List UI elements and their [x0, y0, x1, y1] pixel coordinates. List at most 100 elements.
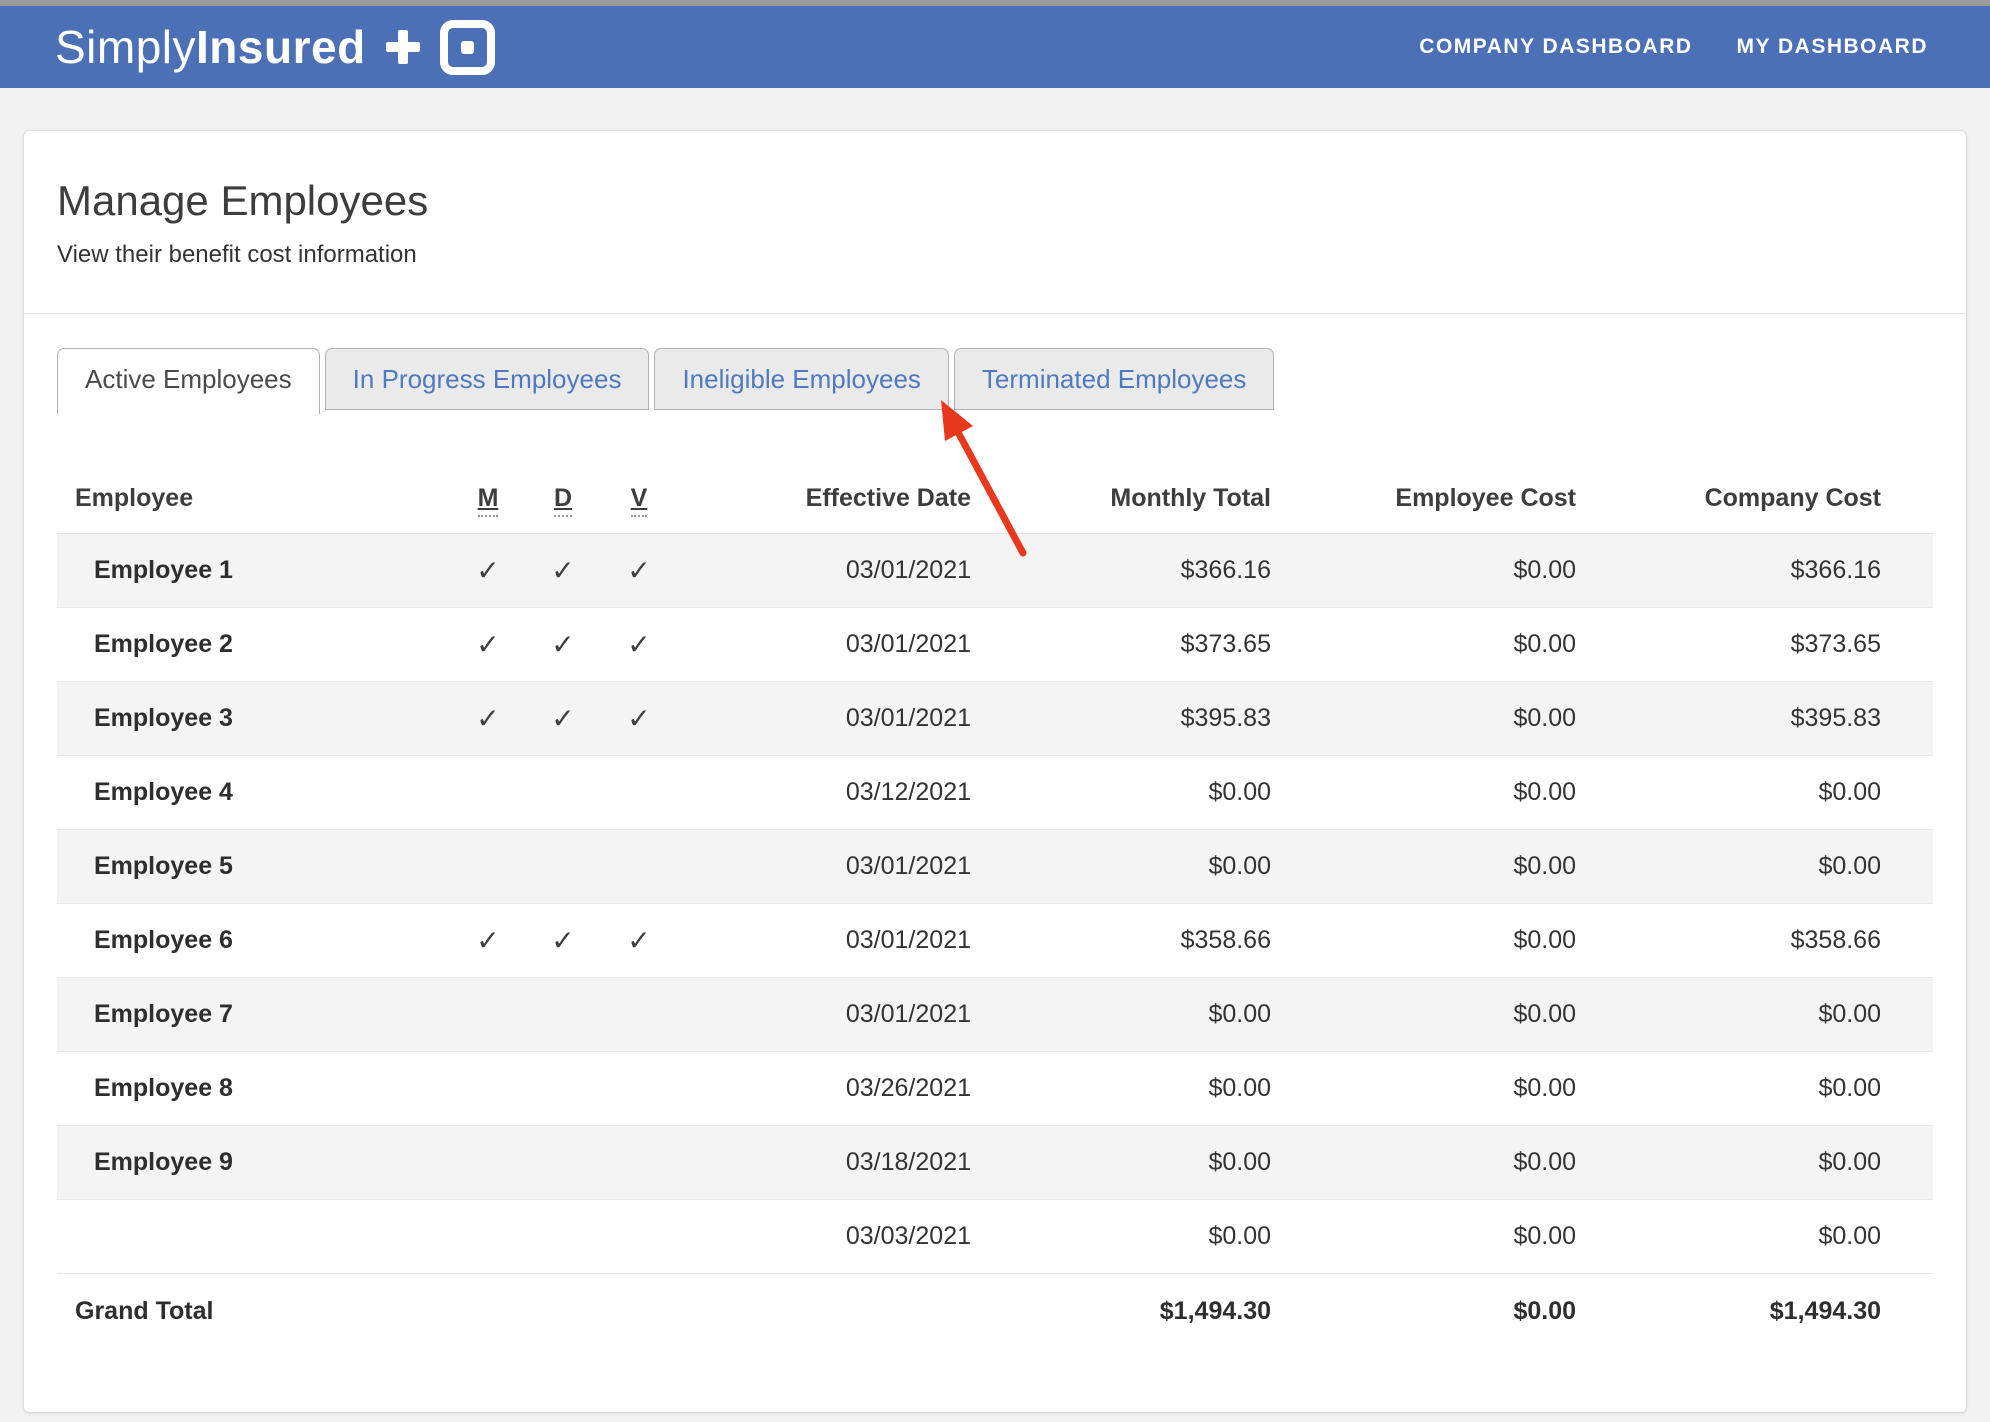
cell-employee-cost: $0.00	[1513, 1148, 1576, 1177]
cell-monthly-total: $0.00	[1208, 778, 1271, 807]
square-logo-inner-dot	[461, 41, 474, 54]
table-row: Employee 1 ✓ ✓ ✓ 03/01/2021 $366.16 $0.0…	[57, 534, 1933, 608]
table-row: Employee 6 ✓ ✓ ✓ 03/01/2021 $358.66 $0.0…	[57, 904, 1933, 978]
cell-employee-name: Employee 2	[57, 630, 452, 659]
cell-company-cost: $0.00	[1818, 778, 1933, 807]
dental-abbr[interactable]: D	[554, 484, 572, 517]
table-row: Employee 7 03/01/2021 $0.00 $0.00 $0.00	[57, 978, 1933, 1052]
grand-total-monthly: $1,494.30	[1160, 1297, 1271, 1326]
cell-company-cost: $0.00	[1818, 852, 1933, 881]
logo-text-simply: Simply	[55, 21, 196, 73]
cell-employee-name: Employee 7	[57, 1000, 452, 1029]
cell-employee-cost: $0.00	[1513, 630, 1576, 659]
card-footer-padding	[24, 1348, 1966, 1412]
medical-abbr[interactable]: M	[478, 484, 499, 517]
tab-in-progress-employees[interactable]: In Progress Employees	[325, 348, 650, 410]
col-header-company-cost: Company Cost	[1705, 484, 1933, 513]
cell-company-cost: $358.66	[1791, 926, 1933, 955]
simplyinsured-logo[interactable]: SimplyInsured	[55, 20, 366, 74]
cell-company-cost: $395.83	[1791, 704, 1933, 733]
table-row: 03/03/2021 $0.00 $0.00 $0.00	[57, 1200, 1933, 1274]
nav-company-dashboard[interactable]: COMPANY DASHBOARD	[1419, 35, 1692, 59]
col-header-dental: D	[554, 484, 572, 513]
tab-terminated-employees[interactable]: Terminated Employees	[954, 348, 1274, 410]
cell-company-cost: $0.00	[1818, 1074, 1933, 1103]
table-rows: Employee 1 ✓ ✓ ✓ 03/01/2021 $366.16 $0.0…	[57, 534, 1933, 1274]
col-header-employee: Employee	[57, 484, 452, 513]
vision-abbr[interactable]: V	[631, 484, 648, 517]
cell-monthly-total: $373.65	[1181, 630, 1271, 659]
grand-total-row: Grand Total $1,494.30 $0.00 $1,494.30	[57, 1274, 1933, 1348]
cell-employee-name: Employee 8	[57, 1074, 452, 1103]
col-header-effective-date: Effective Date	[806, 484, 971, 513]
vision-check-icon: ✓	[627, 924, 650, 957]
vision-check-icon: ✓	[627, 702, 650, 735]
grand-total-company-cost: $1,494.30	[1770, 1297, 1933, 1326]
cell-effective-date: 03/12/2021	[846, 778, 971, 807]
manage-employees-card: Manage Employees View their benefit cost…	[23, 130, 1967, 1413]
table-row: Employee 3 ✓ ✓ ✓ 03/01/2021 $395.83 $0.0…	[57, 682, 1933, 756]
cell-employee-cost: $0.00	[1513, 778, 1576, 807]
cell-employee-cost: $0.00	[1513, 926, 1576, 955]
col-header-medical: M	[478, 484, 499, 513]
cell-company-cost: $0.00	[1818, 1148, 1933, 1177]
cell-employee-cost: $0.00	[1513, 852, 1576, 881]
card-header: Manage Employees View their benefit cost…	[24, 131, 1966, 313]
nav-my-dashboard[interactable]: MY DASHBOARD	[1737, 35, 1928, 59]
cell-employee-name: Employee 3	[57, 704, 452, 733]
dental-check-icon: ✓	[551, 702, 574, 735]
plus-icon	[386, 30, 420, 64]
cell-employee-name: Employee 5	[57, 852, 452, 881]
medical-check-icon: ✓	[476, 628, 499, 661]
cell-company-cost: $366.16	[1791, 556, 1933, 585]
tab-ineligible-employees[interactable]: Ineligible Employees	[654, 348, 948, 410]
grand-total-employee-cost: $0.00	[1513, 1297, 1576, 1326]
cell-employee-name: Employee 6	[57, 926, 452, 955]
cell-monthly-total: $0.00	[1208, 1222, 1271, 1251]
cell-effective-date: 03/26/2021	[846, 1074, 971, 1103]
medical-check-icon: ✓	[476, 924, 499, 957]
medical-check-icon: ✓	[476, 702, 499, 735]
employees-table: Employee M D V Effective Date Monthly To…	[57, 414, 1933, 1348]
col-header-monthly-total: Monthly Total	[1110, 484, 1271, 513]
dental-check-icon: ✓	[551, 628, 574, 661]
cell-company-cost: $0.00	[1818, 1000, 1933, 1029]
table-row: Employee 2 ✓ ✓ ✓ 03/01/2021 $373.65 $0.0…	[57, 608, 1933, 682]
logo-text-insured: Insured	[196, 21, 366, 73]
cell-employee-cost: $0.00	[1513, 704, 1576, 733]
table-header-row: Employee M D V Effective Date Monthly To…	[57, 414, 1933, 534]
cell-effective-date: 03/18/2021	[846, 1148, 971, 1177]
cell-effective-date: 03/01/2021	[846, 556, 971, 585]
cell-monthly-total: $366.16	[1181, 556, 1271, 585]
card-divider	[24, 313, 1966, 314]
cell-effective-date: 03/01/2021	[846, 926, 971, 955]
cell-monthly-total: $395.83	[1181, 704, 1271, 733]
cell-monthly-total: $0.00	[1208, 1000, 1271, 1029]
tab-active-employees[interactable]: Active Employees	[57, 348, 320, 414]
table-row: Employee 5 03/01/2021 $0.00 $0.00 $0.00	[57, 830, 1933, 904]
vision-check-icon: ✓	[627, 554, 650, 587]
dental-check-icon: ✓	[551, 554, 574, 587]
cell-effective-date: 03/01/2021	[846, 630, 971, 659]
cell-employee-name: Employee 4	[57, 778, 452, 807]
table-row: Employee 9 03/18/2021 $0.00 $0.00 $0.00	[57, 1126, 1933, 1200]
cell-company-cost: $373.65	[1791, 630, 1933, 659]
col-header-vision: V	[631, 484, 648, 513]
table-row: Employee 8 03/26/2021 $0.00 $0.00 $0.00	[57, 1052, 1933, 1126]
table-row: Employee 4 03/12/2021 $0.00 $0.00 $0.00	[57, 756, 1933, 830]
tab-bar: Active Employees In Progress Employees I…	[57, 348, 1966, 414]
cell-employee-name: Employee 9	[57, 1148, 452, 1177]
square-logo-icon	[440, 20, 495, 75]
logo-group: SimplyInsured	[55, 20, 495, 75]
cell-monthly-total: $0.00	[1208, 1074, 1271, 1103]
medical-check-icon: ✓	[476, 554, 499, 587]
page-subtitle: View their benefit cost information	[57, 241, 1933, 269]
app-header: SimplyInsured COMPANY DASHBOARD MY DASHB…	[0, 6, 1990, 88]
cell-employee-cost: $0.00	[1513, 1074, 1576, 1103]
cell-company-cost: $0.00	[1818, 1222, 1933, 1251]
cell-employee-cost: $0.00	[1513, 556, 1576, 585]
cell-monthly-total: $0.00	[1208, 852, 1271, 881]
header-nav: COMPANY DASHBOARD MY DASHBOARD	[1419, 35, 1928, 59]
grand-total-label: Grand Total	[57, 1297, 452, 1326]
cell-effective-date: 03/01/2021	[846, 704, 971, 733]
